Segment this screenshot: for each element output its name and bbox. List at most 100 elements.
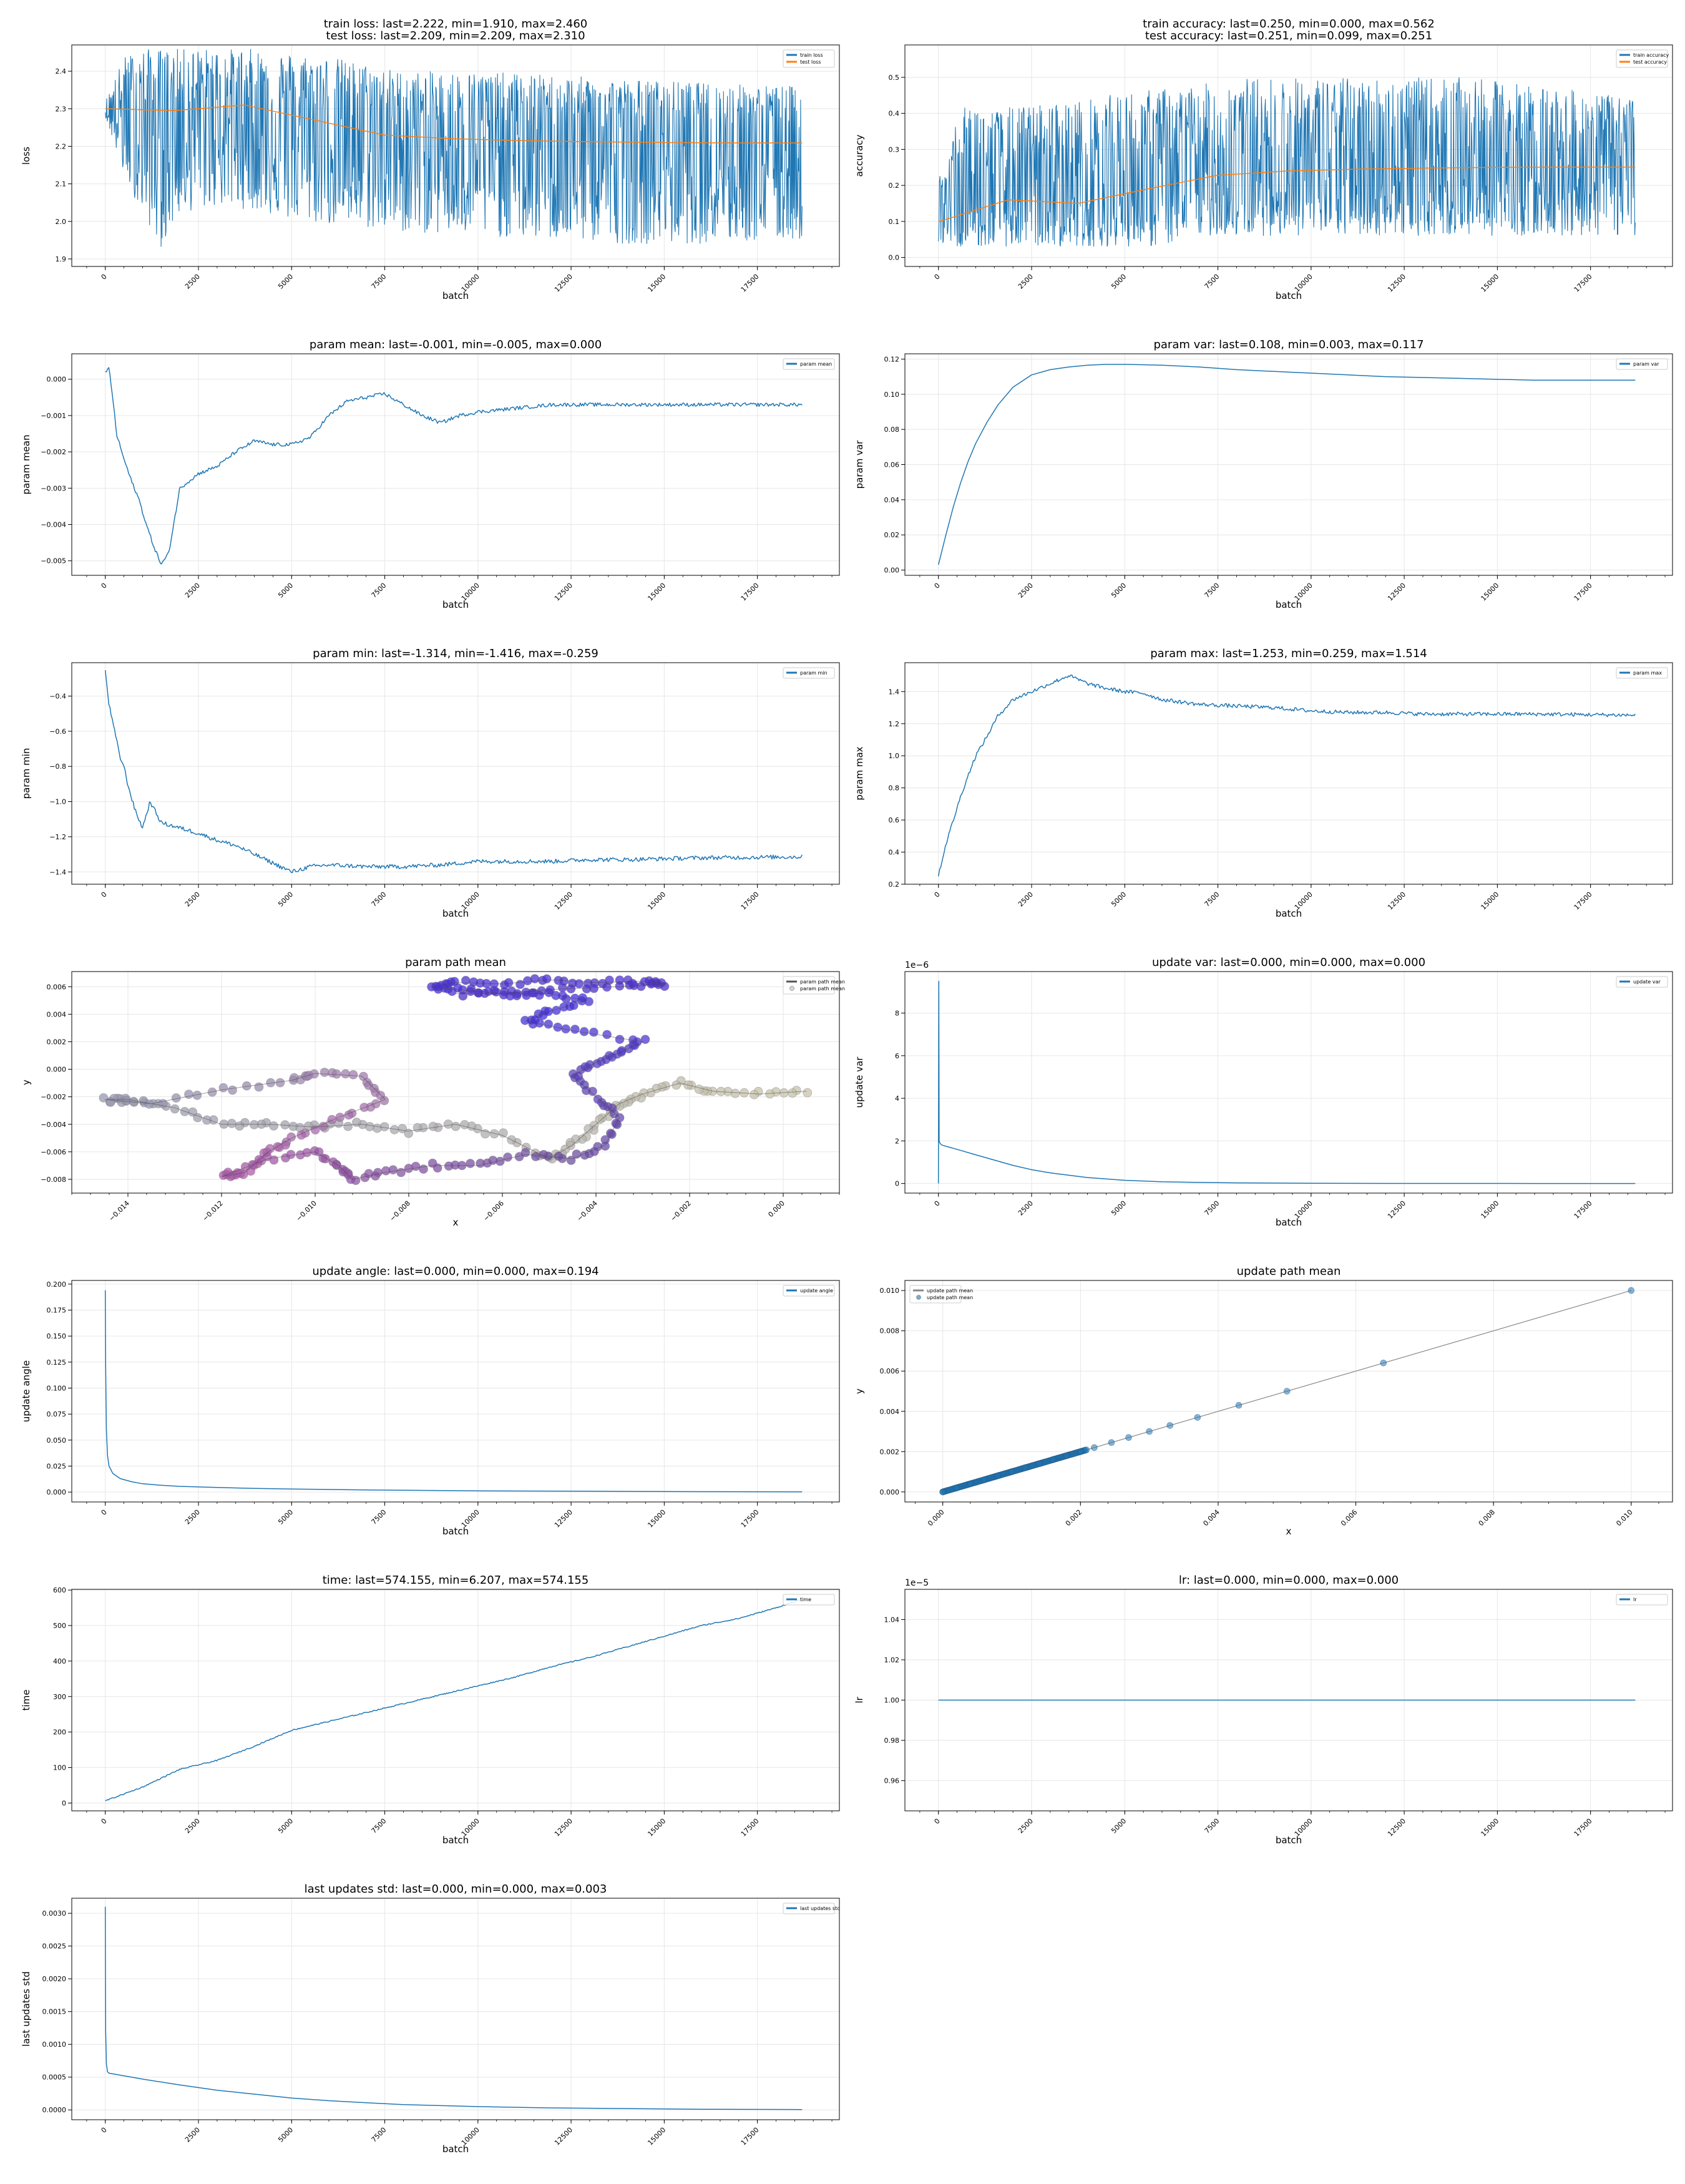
path-marker <box>233 1168 242 1177</box>
x-tick-label: 0 <box>933 890 942 899</box>
x-tick-label: 5000 <box>1110 890 1128 909</box>
y-axis-label: accuracy <box>854 135 865 177</box>
legend-box <box>783 1903 835 1914</box>
x-tick-label: 2500 <box>1017 890 1035 909</box>
x-axis-label: batch <box>442 908 469 919</box>
x-tick-label: 12500 <box>553 582 574 603</box>
axes-frame <box>71 1280 840 1503</box>
y-axis-label: time <box>21 1690 32 1711</box>
series-update-angle <box>104 1290 803 1493</box>
x-tick-label: 17500 <box>1573 1199 1594 1221</box>
y-tick-label: −0.002 <box>41 448 66 456</box>
path-marker <box>557 1154 567 1163</box>
x-tick-label: 15000 <box>1479 582 1500 603</box>
scatter-point <box>1628 1287 1635 1294</box>
y-tick-label: −0.4 <box>49 693 66 701</box>
chart-subtitle: test accuracy: last=0.251, min=0.099, ma… <box>1145 29 1432 42</box>
x-tick-label: 17500 <box>740 1817 761 1838</box>
x-tick-label: 12500 <box>1386 273 1407 294</box>
path-marker <box>327 1114 337 1124</box>
y-tick-label: 0.0025 <box>42 1943 67 1951</box>
y-tick-label: 0.006 <box>880 1367 900 1375</box>
axes-frame <box>71 1589 840 1811</box>
y-tick-label: 0.008 <box>880 1327 900 1335</box>
path-marker <box>466 1159 475 1168</box>
path-marker <box>373 1123 382 1133</box>
axes-frame <box>904 662 1673 885</box>
path-marker <box>249 1120 259 1129</box>
path-marker <box>582 984 592 994</box>
scatter-point <box>1083 1446 1090 1453</box>
x-tick-label: 2500 <box>183 1817 202 1835</box>
x-tick-label: 0 <box>100 890 109 899</box>
y-axis-label: last updates std <box>21 1971 32 2046</box>
chart-param-mean: 0 2500 5000 7500 10000 12500 15000 17500−0.005−… <box>21 338 840 610</box>
y-tick-label: −0.006 <box>41 1148 66 1156</box>
path-marker <box>606 1128 615 1138</box>
path-marker <box>428 1121 438 1131</box>
path-marker <box>348 1070 358 1080</box>
scatter-point <box>1063 1452 1070 1460</box>
x-tick-label: 7500 <box>370 1817 388 1835</box>
y-tick-label: 2.1 <box>56 180 67 188</box>
x-axis-label: batch <box>442 290 469 301</box>
path-marker <box>269 1155 279 1165</box>
chart-title: param path mean <box>405 956 506 969</box>
x-tick-label: 5000 <box>1110 273 1128 291</box>
y-tick-label: 0.0015 <box>42 2008 67 2016</box>
axes-frame <box>904 44 1673 267</box>
path-marker <box>228 1085 237 1095</box>
path-marker <box>521 987 531 997</box>
y-tick-label: 0.0 <box>889 254 900 262</box>
path-marker <box>332 1069 341 1079</box>
y-tick-label: 0.025 <box>47 1463 67 1471</box>
plot-area <box>104 1290 803 1493</box>
path-marker <box>640 1035 650 1045</box>
legend-label: test accuracy <box>1633 59 1667 65</box>
series-param-max <box>937 675 1636 877</box>
y-tick-label: 0.000 <box>47 376 67 384</box>
chart-title: update path mean <box>1237 1265 1341 1278</box>
path-marker <box>443 1119 453 1129</box>
y-tick-label: 0.4 <box>889 110 900 118</box>
x-tick-label: 2500 <box>183 273 202 291</box>
y-tick-label: 0.98 <box>884 1737 900 1745</box>
legend-label: update path mean <box>927 1295 973 1300</box>
x-tick-label: 2500 <box>183 582 202 600</box>
axes-frame <box>71 353 840 576</box>
path-marker <box>170 1104 180 1114</box>
y-tick-label: 0.000 <box>880 1488 900 1496</box>
scatter-point <box>1380 1360 1387 1367</box>
y-tick-label: 0.050 <box>47 1436 67 1445</box>
series-train-loss <box>105 49 803 247</box>
scatter-point <box>1235 1402 1243 1409</box>
x-tick-label: −0.004 <box>575 1199 599 1223</box>
path-marker <box>542 974 552 984</box>
plot-area <box>104 1906 803 2110</box>
x-tick-label: 5000 <box>276 2126 295 2144</box>
y-tick-label: −0.002 <box>41 1093 66 1101</box>
path-marker <box>286 1149 296 1159</box>
legend-box <box>783 667 835 679</box>
y-tick-label: 1.2 <box>889 720 900 728</box>
path-marker <box>398 1124 408 1134</box>
y-tick-label: −0.004 <box>41 1121 66 1129</box>
y-tick-label: −1.0 <box>49 798 66 806</box>
path-marker <box>202 1115 212 1125</box>
x-tick-label: 0.002 <box>1064 1508 1083 1528</box>
path-marker <box>628 1035 638 1045</box>
path-marker <box>449 977 459 987</box>
x-tick-label: 17500 <box>740 582 761 603</box>
y-axis-label: lr <box>854 1697 865 1704</box>
legend: update angle <box>783 1285 835 1297</box>
path-marker <box>489 1129 499 1139</box>
x-tick-label: 5000 <box>276 1817 295 1835</box>
legend-label: train loss <box>800 52 823 58</box>
chart-subtitle: test loss: last=2.209, min=2.209, max=2.… <box>326 29 585 42</box>
y-tick-label: 0.000 <box>47 1488 67 1496</box>
y-tick-label: −0.6 <box>49 728 66 736</box>
path-marker <box>254 1082 264 1092</box>
series-last-updates-std <box>104 1906 803 2110</box>
path-marker <box>207 1087 217 1097</box>
y-tick-label: 0.6 <box>889 816 900 824</box>
